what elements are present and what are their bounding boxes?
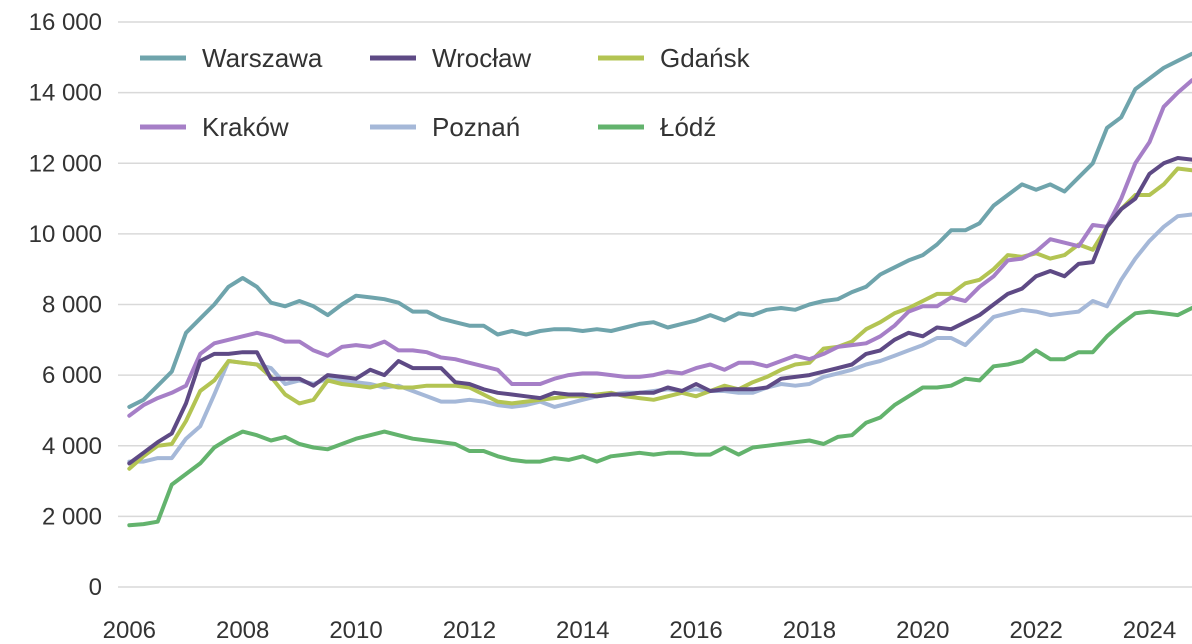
series-line-1 <box>127 51 1192 409</box>
series-line-4 <box>127 78 1192 418</box>
y-tick-label: 10 000 <box>29 221 102 248</box>
legend-label: Wrocław <box>432 43 531 73</box>
x-tick-label: 2010 <box>329 617 382 644</box>
legend-label: Łódź <box>660 112 716 142</box>
x-tick-label: 2006 <box>103 617 156 644</box>
legend-item: Warszawa <box>140 43 323 73</box>
series-line-6 <box>127 306 1192 528</box>
x-axis-tick-labels: 2006 2008 2010 2012 2014 2016 2018 2020 2022 2024 <box>103 617 1177 644</box>
x-tick-label: 2008 <box>216 617 269 644</box>
series-line-2 <box>127 156 1192 466</box>
gridlines <box>118 21 1192 588</box>
x-tick-label: 2022 <box>1009 617 1062 644</box>
series-line-3 <box>127 166 1192 471</box>
legend-item: Poznań <box>370 112 520 142</box>
x-tick-label: 2018 <box>783 617 836 644</box>
y-tick-label: 14 000 <box>29 80 102 107</box>
x-tick-label: 2014 <box>556 617 609 644</box>
y-tick-label: 2 000 <box>42 503 102 530</box>
legend-item: Gdańsk <box>598 43 751 73</box>
legend: Warszawa Wrocław Gdańsk Kraków Poznań Łódź <box>140 43 751 142</box>
x-tick-label: 2020 <box>896 617 949 644</box>
y-tick-label: 16 000 <box>29 9 102 36</box>
legend-item: Wrocław <box>370 43 531 73</box>
y-tick-label: 12 000 <box>29 150 102 177</box>
legend-label: Kraków <box>202 112 289 142</box>
y-tick-label: 4 000 <box>42 433 102 460</box>
legend-label: Poznań <box>432 112 520 142</box>
x-tick-label: 2012 <box>443 617 496 644</box>
y-tick-label: 0 <box>89 574 102 601</box>
legend-label: Warszawa <box>202 43 323 73</box>
series-lines <box>127 51 1192 528</box>
y-tick-label: 6 000 <box>42 362 102 389</box>
x-tick-label: 2024 <box>1123 617 1176 644</box>
legend-label: Gdańsk <box>660 43 751 73</box>
y-axis-tick-labels: 0 2 000 4 000 6 000 8 000 10 000 12 000 14 000 1… <box>29 9 102 601</box>
legend-item: Łódź <box>598 112 716 142</box>
y-tick-label: 8 000 <box>42 292 102 319</box>
legend-item: Kraków <box>140 112 289 142</box>
x-tick-label: 2016 <box>669 617 722 644</box>
